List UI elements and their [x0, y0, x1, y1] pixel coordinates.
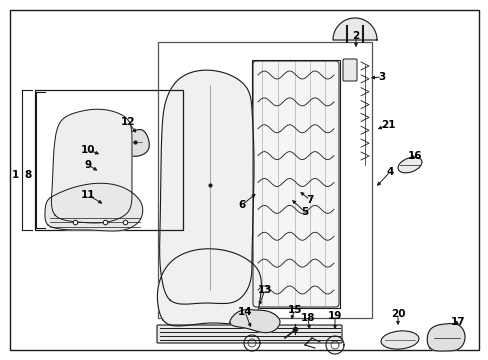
Text: 5: 5	[301, 207, 308, 217]
Text: 17: 17	[450, 317, 465, 327]
Bar	[158, 42, 371, 318]
Ellipse shape	[380, 331, 418, 349]
Polygon shape	[124, 130, 149, 156]
Text: 20: 20	[390, 309, 405, 319]
Polygon shape	[229, 310, 280, 333]
Polygon shape	[45, 183, 142, 231]
Text: 21: 21	[380, 120, 394, 130]
Polygon shape	[159, 70, 253, 304]
Text: 6: 6	[238, 200, 245, 210]
Polygon shape	[157, 249, 261, 326]
Text: 13: 13	[257, 285, 272, 295]
Polygon shape	[332, 18, 376, 40]
Text: 15: 15	[287, 305, 302, 315]
Text: 10: 10	[81, 145, 95, 155]
Bar	[251, 60, 339, 308]
Text: 16: 16	[407, 151, 421, 161]
Ellipse shape	[397, 157, 421, 173]
Text: 7: 7	[305, 195, 313, 205]
Text: 9: 9	[84, 160, 91, 170]
Text: 12: 12	[121, 117, 135, 127]
Text: 2: 2	[352, 31, 359, 41]
Text: 1: 1	[11, 170, 19, 180]
Polygon shape	[51, 109, 132, 223]
Polygon shape	[427, 324, 464, 351]
Text: 11: 11	[81, 190, 95, 200]
FancyBboxPatch shape	[342, 59, 356, 81]
Text: 8: 8	[24, 170, 32, 180]
Text: 3: 3	[378, 72, 385, 82]
Text: 14: 14	[237, 307, 252, 317]
Text: 4: 4	[386, 167, 393, 177]
Text: 19: 19	[327, 311, 342, 321]
FancyBboxPatch shape	[157, 325, 341, 343]
Bar	[35, 90, 183, 230]
Text: 18: 18	[300, 313, 315, 323]
